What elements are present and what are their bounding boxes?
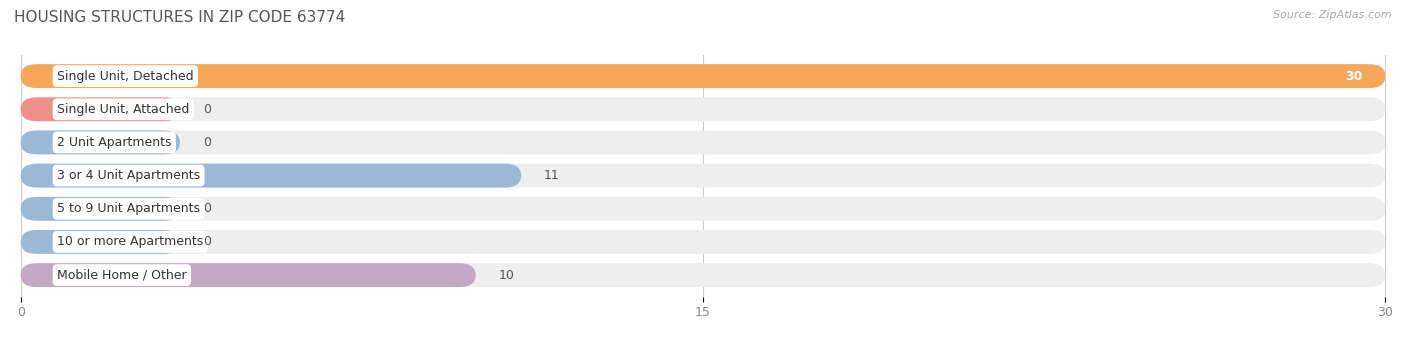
- FancyBboxPatch shape: [21, 97, 1385, 121]
- Text: Single Unit, Detached: Single Unit, Detached: [58, 70, 194, 83]
- FancyBboxPatch shape: [21, 64, 1385, 88]
- Text: 10 or more Apartments: 10 or more Apartments: [58, 235, 204, 249]
- FancyBboxPatch shape: [21, 230, 1385, 254]
- Text: 3 or 4 Unit Apartments: 3 or 4 Unit Apartments: [58, 169, 200, 182]
- Text: 0: 0: [202, 235, 211, 249]
- Text: 0: 0: [202, 103, 211, 116]
- FancyBboxPatch shape: [21, 197, 1385, 221]
- Text: Single Unit, Attached: Single Unit, Attached: [58, 103, 190, 116]
- FancyBboxPatch shape: [21, 64, 1385, 88]
- Text: 11: 11: [544, 169, 560, 182]
- Text: Mobile Home / Other: Mobile Home / Other: [58, 269, 187, 282]
- FancyBboxPatch shape: [21, 164, 522, 188]
- Text: Source: ZipAtlas.com: Source: ZipAtlas.com: [1274, 10, 1392, 20]
- Text: 10: 10: [498, 269, 515, 282]
- Text: 0: 0: [202, 136, 211, 149]
- Text: 0: 0: [202, 202, 211, 215]
- FancyBboxPatch shape: [21, 263, 1385, 287]
- FancyBboxPatch shape: [21, 131, 1385, 154]
- FancyBboxPatch shape: [21, 164, 1385, 188]
- FancyBboxPatch shape: [21, 97, 180, 121]
- FancyBboxPatch shape: [21, 131, 180, 154]
- Text: 2 Unit Apartments: 2 Unit Apartments: [58, 136, 172, 149]
- FancyBboxPatch shape: [21, 197, 180, 221]
- Text: 30: 30: [1346, 70, 1362, 83]
- Text: 5 to 9 Unit Apartments: 5 to 9 Unit Apartments: [58, 202, 200, 215]
- FancyBboxPatch shape: [21, 230, 180, 254]
- FancyBboxPatch shape: [21, 263, 475, 287]
- Text: HOUSING STRUCTURES IN ZIP CODE 63774: HOUSING STRUCTURES IN ZIP CODE 63774: [14, 10, 346, 25]
